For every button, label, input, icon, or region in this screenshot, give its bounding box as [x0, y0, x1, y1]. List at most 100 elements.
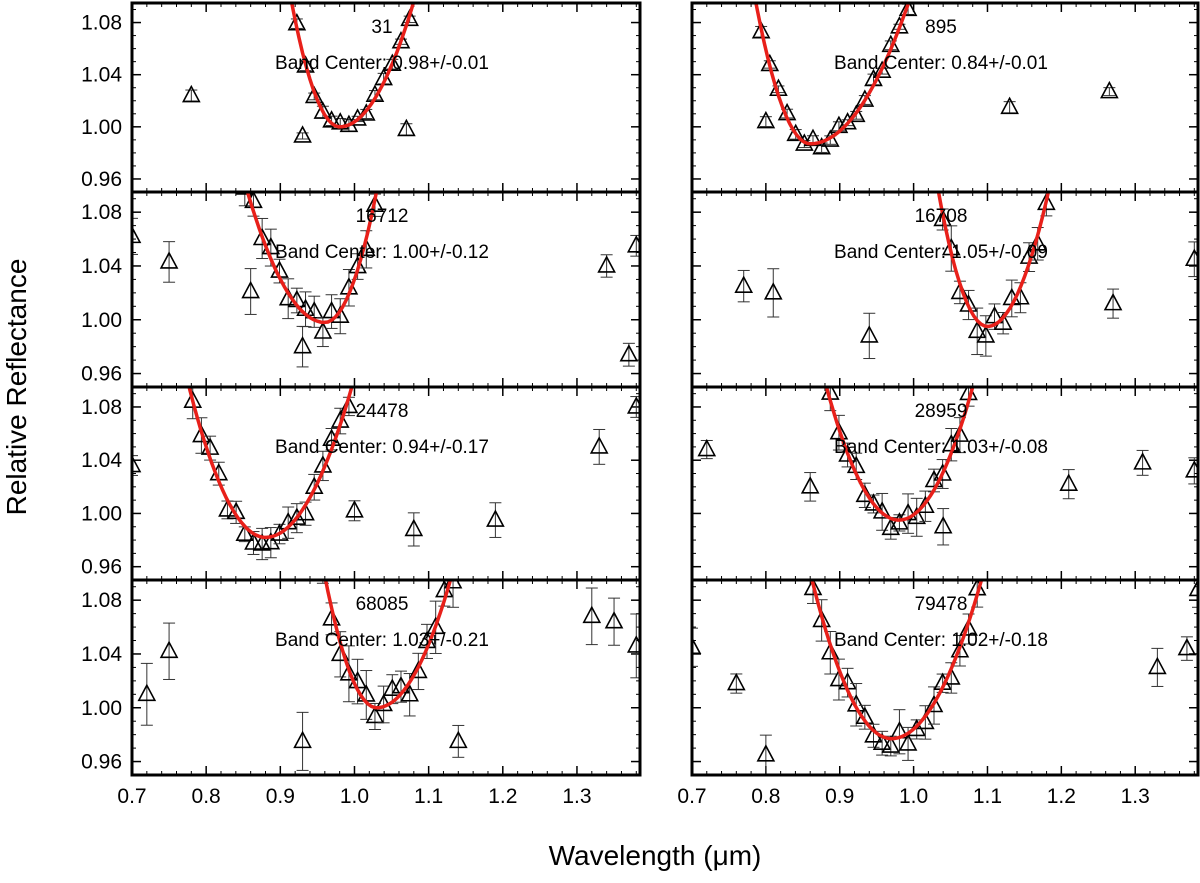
data-point-triangle: [254, 45, 270, 60]
fit-curve: [754, 3, 911, 146]
data-point-triangle: [382, 53, 402, 72]
data-point-triangle: [762, 360, 778, 375]
data-point-triangle: [727, 107, 743, 122]
band-center-annotation: Band Center: 1.02+/-0.18: [834, 630, 1048, 651]
data-point-triangle: [812, 609, 831, 628]
y-axis-label: Relative Reflectance: [1, 259, 32, 516]
data-point-triangle: [480, 399, 496, 414]
data-point-triangle: [426, 616, 446, 635]
band-center-annotation: Band Center: 1.00+/-0.12: [275, 242, 489, 263]
x-tick-label: 0.8: [192, 785, 221, 808]
panel-31: 0.96 1.00 1.04 1.08 31 Band Center: 0.98+/-0.…: [81, 1, 642, 194]
data-point-triangle: [358, 315, 374, 330]
y-tick-label: 1.04: [81, 643, 122, 666]
data-point-triangle: [367, 282, 383, 297]
panel-title: 24478: [356, 401, 409, 422]
data-point-triangle: [855, 89, 875, 107]
y-tick-label: 1.00: [81, 502, 122, 525]
data-point-triangle: [756, 110, 776, 129]
data-point-triangle: [626, 235, 640, 253]
data-point-triangle: [293, 730, 312, 749]
data-point-triangle: [241, 280, 260, 299]
data-point-triangle: [287, 507, 307, 525]
data-point-triangle: [756, 744, 776, 762]
x-tick-label: 1.1: [973, 785, 1002, 808]
data-point-triangle: [133, 124, 149, 139]
data-point-triangle: [986, 512, 1002, 527]
x-tick-label: 1.3: [562, 785, 591, 808]
data-point-triangle: [1059, 473, 1079, 491]
data-point-triangle: [192, 424, 211, 443]
data-point-triangle: [400, 684, 419, 702]
data-point-triangle: [339, 663, 359, 681]
band-center-annotation: Band Center: 0.98+/-0.01: [275, 53, 489, 74]
data-point-triangle: [1038, 270, 1054, 285]
y-tick-label: 0.96: [81, 363, 122, 386]
x-tick-label: 1.0: [340, 785, 369, 808]
data-point-triangle: [881, 517, 901, 536]
data-point-triangle: [365, 194, 385, 213]
data-point-triangle: [402, 104, 418, 119]
data-point-triangle: [933, 463, 952, 481]
data-point-triangle: [719, 40, 735, 55]
data-point-triangle: [1030, 307, 1046, 322]
data-point-triangle: [734, 275, 754, 293]
y-tick-label: 1.04: [81, 255, 122, 278]
data-point-triangle: [796, 294, 812, 309]
data-point-triangle: [330, 112, 350, 130]
y-tick-label: 1.08: [81, 12, 122, 35]
fit-curve: [323, 580, 453, 710]
data-point-triangle: [471, 464, 487, 479]
data-point-triangle: [779, 462, 795, 477]
data-point-triangle: [924, 694, 944, 713]
data-point-triangle: [881, 735, 901, 753]
data-point-triangle: [219, 96, 235, 111]
data-point-triangle: [1056, 98, 1072, 113]
data-point-triangle: [1184, 248, 1198, 267]
data-point-triangle: [872, 732, 892, 751]
data-point-triangle: [1021, 361, 1037, 376]
data-point-triangle: [604, 610, 624, 629]
data-point-triangle: [150, 242, 166, 257]
x-tick-label: 0.7: [677, 785, 706, 808]
data-point-triangle: [486, 509, 505, 527]
data-point-triangle: [855, 484, 875, 503]
data-point-triangle: [1133, 452, 1152, 470]
fit-curve: [289, 3, 416, 129]
x-tick-label: 0.9: [825, 785, 854, 808]
data-point-triangle: [137, 683, 157, 702]
data-point-triangle: [995, 481, 1011, 496]
data-point-triangle: [933, 516, 953, 534]
y-tick-label: 0.96: [81, 168, 122, 191]
data-point-triangle: [1047, 157, 1063, 172]
data-point-triangle: [462, 499, 478, 514]
data-point-triangle: [293, 125, 312, 143]
y-tick-label: 1.08: [81, 201, 122, 224]
data-point-triangle: [228, 133, 244, 148]
fit-curve: [245, 192, 379, 325]
panel-title: 31: [371, 17, 392, 38]
data-point-triangle: [1148, 656, 1167, 675]
data-point-triangle: [985, 305, 1004, 324]
data-point-triangle: [448, 730, 468, 749]
band-center-annotation: Band Center: 1.03+/-0.08: [834, 437, 1048, 458]
data-point-triangle: [950, 640, 970, 658]
x-tick-label: 0.9: [266, 785, 295, 808]
data-point-triangle: [280, 325, 296, 340]
data-point-triangle: [1064, 58, 1080, 73]
data-point-triangle: [1037, 192, 1056, 211]
data-point-triangle: [1012, 412, 1028, 427]
data-point-triangle: [1028, 233, 1048, 251]
data-point-triangle: [202, 21, 218, 36]
data-point-triangle: [1177, 637, 1197, 656]
data-point-triangle: [350, 353, 366, 368]
x-tick-label: 1.2: [1047, 785, 1076, 808]
panel-title: 79478: [915, 594, 968, 615]
panel-title: 16708: [915, 206, 968, 227]
data-point-triangle: [589, 436, 609, 454]
data-point-triangle: [796, 530, 812, 545]
data-point-triangle: [692, 636, 702, 655]
y-tick-label: 1.00: [81, 697, 122, 720]
data-point-triangle: [814, 359, 830, 374]
data-point-triangle: [345, 500, 364, 518]
